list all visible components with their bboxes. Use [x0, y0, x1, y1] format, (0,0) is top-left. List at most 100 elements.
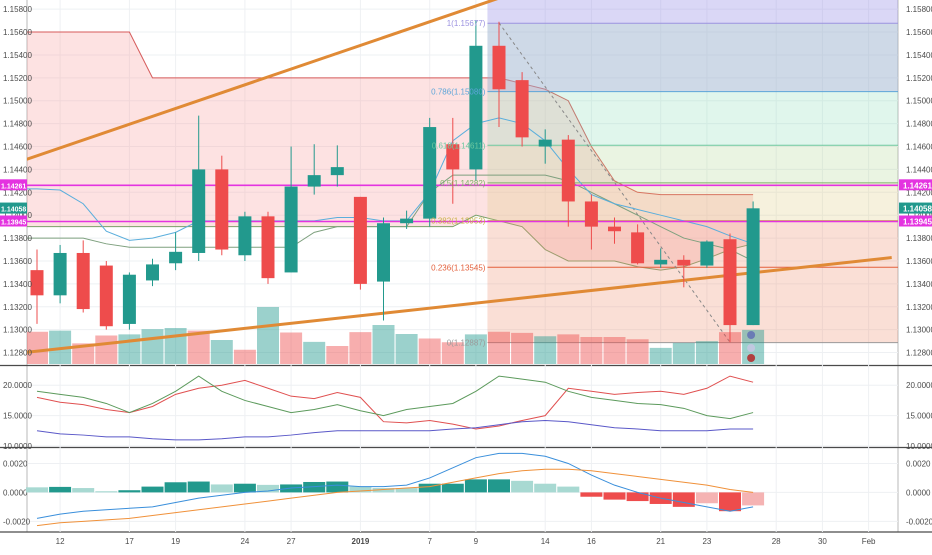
y-tick-label-right: 1.14200 — [906, 188, 932, 197]
price-badge-right — [899, 202, 932, 214]
y-tick-label-left: 1.15000 — [3, 97, 32, 106]
price-badge-right-text: 1.14058 — [903, 205, 932, 214]
event-icon — [747, 331, 756, 339]
y-tick-label-left: 1.15200 — [3, 74, 32, 83]
macd-histogram-bar — [349, 486, 372, 493]
macd-histogram-bar — [418, 483, 441, 493]
x-tick-label: 2019 — [352, 537, 370, 546]
fib-zone — [487, 182, 898, 221]
adx-series-line — [36, 375, 754, 430]
candle-body — [631, 232, 645, 264]
volume-bar — [626, 339, 649, 364]
candle-body — [723, 239, 737, 326]
macd-histogram-bar — [441, 483, 464, 493]
flag-icon — [747, 344, 756, 352]
fib-level-label: 0.5(1.14282) — [440, 179, 486, 188]
macd-y-tick-right: 0.0020 — [906, 459, 931, 468]
macd-histogram-bar — [672, 492, 695, 507]
fib-level-label: 0.786(1.15080) — [431, 88, 486, 97]
macd-y-tick-left: 0.0000 — [3, 488, 28, 497]
macd-series-line — [36, 452, 754, 519]
macd-histogram-bar — [72, 488, 95, 493]
y-tick-label-right: 1.14400 — [906, 165, 932, 174]
volume-bar — [303, 341, 326, 364]
y-tick-label-left: 1.13800 — [3, 234, 32, 243]
candle-body — [169, 251, 183, 264]
price-badge-right-text: 1.13945 — [903, 217, 932, 226]
fib-zone — [487, 91, 898, 146]
macd-y-tick-left: -0.0020 — [3, 517, 31, 526]
y-tick-label-right: 1.15800 — [906, 5, 932, 14]
candle-body — [492, 45, 506, 90]
y-tick-label-left: 1.14200 — [3, 188, 32, 197]
candle-body — [261, 216, 275, 279]
price-badge-left-text: 1.14058 — [1, 207, 26, 214]
x-tick-label: 21 — [656, 537, 665, 546]
candle-body — [76, 252, 90, 310]
candle-body — [446, 144, 460, 170]
volume-bar — [372, 325, 395, 364]
y-tick-label-right: 1.15400 — [906, 51, 932, 60]
macd-histogram-bar — [26, 487, 48, 493]
macd-histogram-bar — [49, 486, 72, 493]
y-tick-label-right: 1.13200 — [906, 303, 932, 312]
fib-level-label: 0.618(1.14611) — [432, 141, 486, 150]
x-tick-label: 12 — [56, 537, 65, 546]
price-badge-right-text: 1.14261 — [903, 181, 932, 190]
y-tick-label-right: 1.14800 — [906, 120, 932, 129]
volume-bar — [257, 307, 279, 364]
y-tick-label-left: 1.13000 — [3, 326, 32, 335]
macd-y-tick-right: 0.0000 — [906, 488, 931, 497]
candle-body — [608, 226, 621, 232]
macd-histogram-bar — [164, 482, 187, 493]
y-tick-label-left: 1.14400 — [3, 165, 32, 174]
y-tick-label-left: 1.14600 — [3, 143, 32, 152]
fib-level-label: 0.236(1.13545) — [431, 263, 486, 272]
adx-y-tick-left: 15.0000 — [3, 412, 32, 421]
adx-y-tick-left: 10.0000 — [3, 442, 32, 451]
y-tick-label-left: 1.12800 — [3, 349, 32, 358]
y-tick-label-right: 1.15200 — [906, 74, 932, 83]
x-tick-label: 17 — [125, 537, 134, 546]
macd-histogram-bar — [187, 481, 210, 493]
volume-bar — [488, 331, 510, 364]
price-badge-left — [0, 215, 27, 227]
fib-level-label: 0.382(1.13953) — [431, 217, 486, 226]
candle-body — [284, 186, 298, 273]
volume-bar — [649, 347, 672, 364]
trendline — [27, 256, 892, 354]
trendline — [27, 0, 499, 161]
macd-histogram-bar — [257, 484, 279, 493]
y-tick-label-right: 1.13400 — [906, 280, 932, 289]
adx-series-line — [36, 419, 754, 441]
adx-series-line — [36, 375, 754, 420]
volume-bar — [141, 329, 164, 364]
macd-histogram-bar — [719, 492, 741, 512]
candle-body — [238, 216, 252, 256]
adx-y-tick-right: 20.0000 — [906, 381, 932, 390]
y-tick-label-right: 1.12800 — [906, 349, 932, 358]
y-tick-label-left: 1.15800 — [3, 5, 32, 14]
macd-y-tick-left: 0.0020 — [3, 459, 28, 468]
candle-body — [215, 169, 229, 250]
candle-body — [192, 169, 206, 253]
y-tick-label-right: 1.15600 — [906, 28, 932, 37]
candle-body — [53, 252, 67, 296]
candle-body — [561, 139, 575, 202]
fib-level-label: 0(1.12887) — [447, 339, 486, 348]
price-badge-left — [0, 202, 27, 214]
volume-bar — [349, 332, 372, 364]
volume-bar — [695, 341, 718, 364]
y-tick-label-right: 1.13800 — [906, 234, 932, 243]
volume-bar — [233, 349, 256, 364]
volume-bar — [557, 334, 580, 364]
macd-histogram-bar — [141, 486, 164, 493]
y-tick-label-right: 1.13600 — [906, 257, 932, 266]
ichimoku-cloud — [27, 32, 754, 271]
volume-bar — [72, 343, 95, 364]
volume-bar — [719, 332, 741, 364]
x-tick-label: 30 — [818, 537, 827, 546]
macd-histogram-bar — [557, 486, 580, 493]
